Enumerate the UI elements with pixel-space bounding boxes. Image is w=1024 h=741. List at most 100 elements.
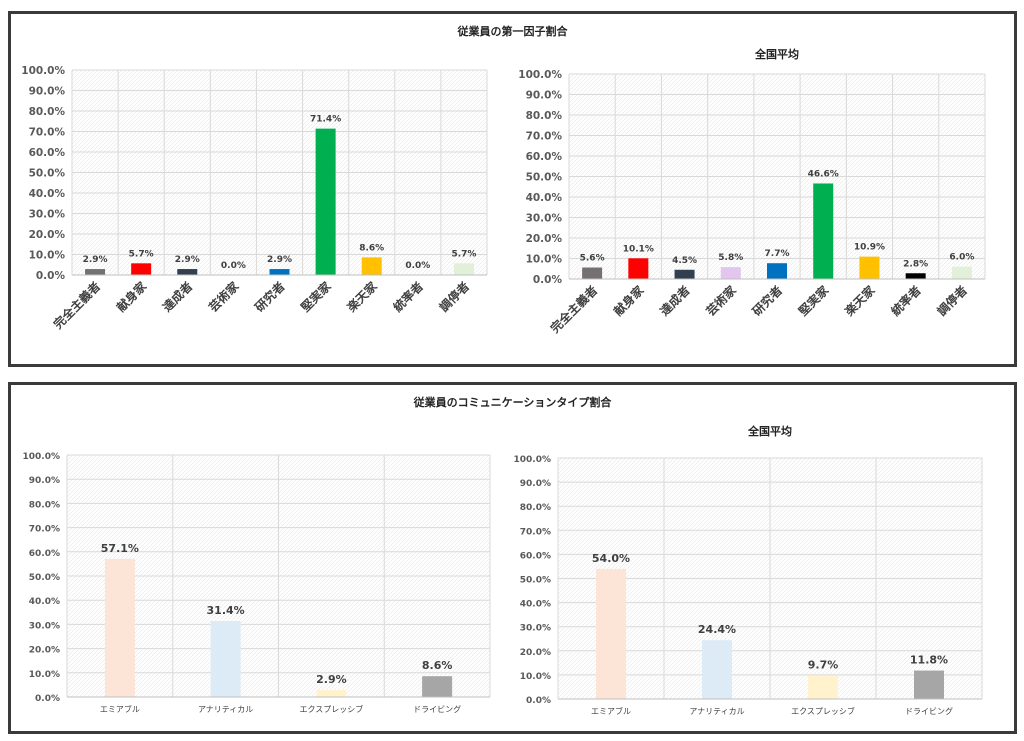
data-label: 10.1% [623,244,654,254]
category-label: ドライビング [413,704,461,714]
y-tick-label: 70.0% [29,127,66,139]
y-tick-label: 70.0% [520,527,551,537]
bar [628,258,649,279]
data-label: 46.6% [808,169,839,179]
y-tick-label: 60.0% [29,549,60,559]
bar [422,676,453,697]
chart-title: 全国平均 [747,424,792,438]
category-label: 研究者 [749,283,785,319]
y-tick-label: 70.0% [526,131,563,143]
bar [905,273,926,279]
y-tick-label: 90.0% [526,90,563,102]
category-label: エクスプレッシブ [791,706,855,716]
y-tick-label: 40.0% [526,192,563,204]
data-label: 8.6% [359,243,384,253]
data-label: 2.8% [903,259,928,269]
bar [914,670,944,699]
bar [674,269,695,279]
category-label: アナリティカル [198,705,253,714]
bar [951,266,972,279]
y-tick-label: 70.0% [29,525,60,535]
bar [808,675,838,699]
bar [453,263,474,275]
bar [813,183,834,279]
chart-title: 全国平均 [754,47,799,61]
y-tick-label: 30.0% [520,624,551,634]
category-label: エミアブル [100,704,140,714]
y-tick-label: 30.0% [29,621,60,631]
bar [361,257,382,275]
bar [767,263,787,279]
data-label: 5.8% [718,253,743,263]
y-tick-label: 30.0% [29,209,66,221]
bar [315,128,336,275]
category-label: 芸術家 [703,282,740,319]
category-label: 調停者 [934,283,970,319]
data-label: 6.0% [949,253,974,263]
y-tick-label: 20.0% [520,648,551,658]
data-label: 7.7% [765,249,790,259]
y-tick-label: 10.0% [520,672,551,682]
y-tick-label: 0.0% [526,696,551,706]
y-tick-label: 100.0% [518,69,562,81]
y-tick-label: 60.0% [29,147,66,159]
data-label: 57.1% [101,542,139,555]
bar [596,568,626,699]
category-label: 達成者 [159,279,195,315]
y-tick-label: 50.0% [29,573,60,583]
data-label: 0.0% [405,261,430,271]
bar [104,558,135,697]
category-label: 調停者 [436,279,472,315]
y-tick-label: 60.0% [520,551,551,561]
bar [210,621,241,697]
y-tick-label: 40.0% [29,188,66,200]
category-label: 楽天家 [841,282,878,319]
bar [269,269,290,275]
data-label: 0.0% [221,261,246,271]
bar [131,263,152,275]
category-label: 完全主義者 [547,283,600,336]
y-tick-label: 50.0% [526,172,563,184]
y-tick-label: 100.0% [514,455,552,465]
y-tick-label: 20.0% [29,646,60,656]
data-label: 2.9% [175,255,200,265]
bar [582,267,603,279]
y-tick-label: 50.0% [29,168,66,180]
y-tick-label: 0.0% [36,270,66,282]
data-label: 5.7% [129,249,154,259]
data-label: 5.7% [451,249,476,259]
y-tick-label: 10.0% [526,254,563,266]
y-tick-label: 100.0% [21,65,65,77]
bar [702,640,732,699]
category-label: 達成者 [657,283,693,319]
y-tick-label: 100.0% [23,452,61,462]
y-tick-label: 80.0% [29,500,60,510]
category-label: 統率者 [888,283,924,319]
y-tick-label: 40.0% [520,600,551,610]
y-tick-label: 80.0% [526,110,563,122]
panel-title: 従業員の第一因子割合 [457,25,568,38]
category-label: 統率者 [390,279,426,315]
category-label: エクスプレッシブ [299,704,363,714]
y-tick-label: 90.0% [29,86,66,98]
y-tick-label: 60.0% [526,151,563,163]
y-tick-label: 20.0% [526,233,563,245]
bar [720,267,741,279]
category-label: 献身家 [610,282,647,319]
data-label: 5.6% [580,254,605,264]
data-label: 54.0% [592,552,630,565]
data-label: 24.4% [698,623,736,636]
y-tick-label: 80.0% [520,503,551,513]
bar [85,269,106,275]
y-tick-label: 0.0% [35,694,60,704]
category-label: ドライビング [905,706,953,716]
category-label: 研究者 [252,279,288,315]
data-label: 9.7% [808,659,839,672]
y-tick-label: 30.0% [526,213,563,225]
category-label: 楽天家 [344,278,381,315]
data-label: 31.4% [207,604,245,617]
bar [316,689,347,697]
data-label: 4.5% [672,256,697,266]
bar [177,269,198,275]
